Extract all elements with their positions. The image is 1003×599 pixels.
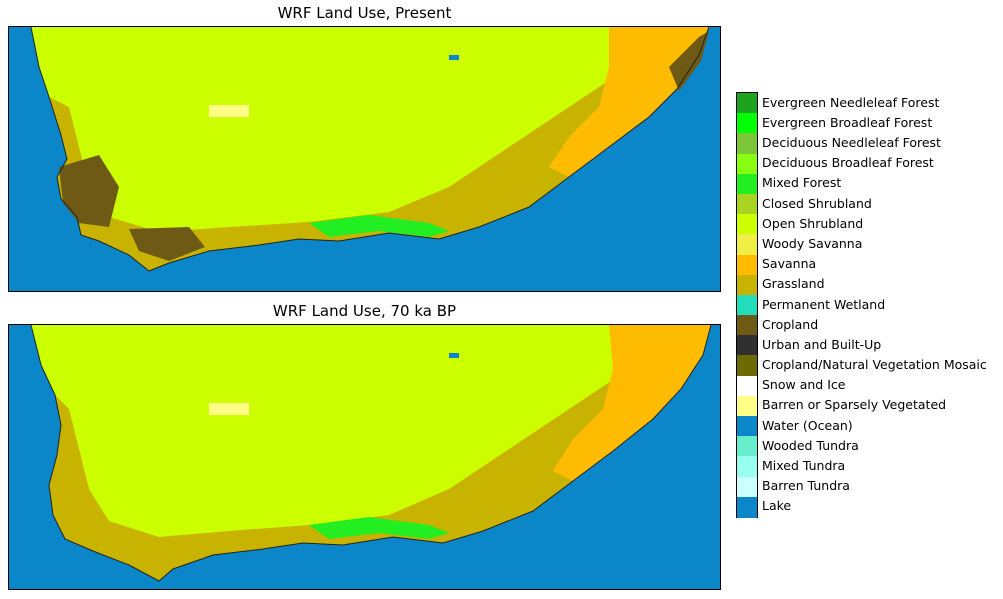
legend-swatch <box>737 193 757 215</box>
legend-label: Permanent Wetland <box>762 296 886 312</box>
legend-label: Snow and Ice <box>762 377 846 393</box>
legend-swatch <box>737 335 757 357</box>
legend-swatch <box>737 113 757 135</box>
legend-label: Urban and Built-Up <box>762 336 882 352</box>
legend-label: Open Shrubland <box>762 215 864 231</box>
legend-swatch <box>737 214 757 236</box>
legend-label: Evergreen Broadleaf Forest <box>762 114 933 130</box>
legend-swatch <box>737 375 757 397</box>
land-use-map-present-canvas <box>9 27 720 291</box>
legend-label: Barren or Sparsely Vegetated <box>762 397 947 413</box>
land-use-map-present <box>8 26 721 292</box>
legend-swatch <box>737 294 757 316</box>
legend-label: Cropland <box>762 316 819 332</box>
legend-label: Water (Ocean) <box>762 417 853 433</box>
legend-label: Deciduous Broadleaf Forest <box>762 155 934 171</box>
legend-label: Wooded Tundra <box>762 437 859 453</box>
legend-label: Grassland <box>762 276 825 292</box>
legend-swatch <box>737 93 757 114</box>
land-use-map-70ka-canvas <box>9 325 720 589</box>
legend-label: Mixed Forest <box>762 175 842 191</box>
legend-swatch <box>737 274 757 296</box>
legend-labels: Evergreen Needleleaf Forest Evergreen Bro… <box>762 92 1002 518</box>
legend-swatch <box>737 355 757 377</box>
legend-label: Cropland/Natural Vegetation Mosaic <box>762 357 987 373</box>
legend-label: Barren Tundra <box>762 478 850 494</box>
legend-swatch <box>737 416 757 438</box>
map-title-present: WRF Land Use, Present <box>277 4 452 22</box>
legend-swatch <box>737 254 757 276</box>
legend-label: Closed Shrubland <box>762 195 872 211</box>
legend-swatch <box>737 234 757 256</box>
legend-colorbar <box>736 92 758 518</box>
legend-swatch <box>737 153 757 175</box>
legend-swatch <box>737 456 757 478</box>
legend-swatch <box>737 395 757 417</box>
legend-swatch <box>737 496 757 518</box>
legend-label: Lake <box>762 498 792 514</box>
legend-swatch <box>737 133 757 155</box>
map-title-70ka: WRF Land Use, 70 ka BP <box>272 302 457 320</box>
legend-label: Woody Savanna <box>762 235 863 251</box>
land-use-map-70ka <box>8 324 721 590</box>
legend-swatch <box>737 476 757 498</box>
legend-swatch <box>737 315 757 337</box>
legend-swatch <box>737 173 757 195</box>
legend-label: Mixed Tundra <box>762 458 846 474</box>
legend-swatch <box>737 436 757 458</box>
legend-label: Savanna <box>762 256 817 272</box>
legend-label: Deciduous Needleleaf Forest <box>762 134 941 150</box>
legend-label: Evergreen Needleleaf Forest <box>762 94 940 110</box>
